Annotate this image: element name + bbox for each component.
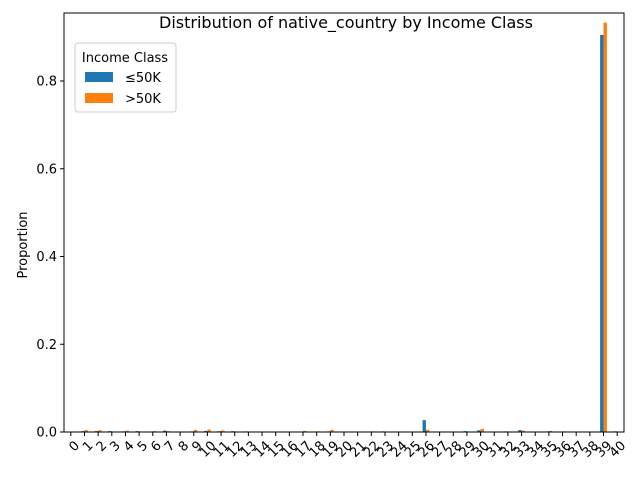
x-tick-label: 2 <box>94 438 110 454</box>
bar-gt50k-9 <box>193 429 198 432</box>
x-tick-label: 3 <box>107 438 123 454</box>
bar-gt50k-2 <box>98 430 102 432</box>
legend-label-series-0: ≤50K <box>125 71 161 86</box>
y-tick-label: 0.4 <box>36 250 57 265</box>
y-tick-label: 0.6 <box>36 162 57 177</box>
bar-le50k-39 <box>600 34 604 432</box>
bar-gt50k-19 <box>330 429 334 432</box>
legend-label-series-1: >50K <box>125 92 161 107</box>
x-tick-label: 8 <box>176 438 192 454</box>
x-tick-label: 4 <box>121 438 137 454</box>
bar-le50k-30 <box>477 430 481 432</box>
bar-gt50k-33 <box>521 430 525 432</box>
bar-gt50k-35 <box>548 430 553 432</box>
bar-gt50k-10 <box>207 429 211 432</box>
bar-gt50k-1 <box>84 430 88 432</box>
x-tick-label: 6 <box>148 438 164 454</box>
legend-swatch-series-0 <box>85 72 113 82</box>
chart-title: Distribution of native_country by Income… <box>159 13 533 33</box>
legend-title: Income Class <box>82 51 168 66</box>
bar-gt50k-39 <box>603 22 607 433</box>
x-tick-label: 5 <box>135 438 151 454</box>
y-tick-label: 0.2 <box>36 338 57 353</box>
bar-le50k-33 <box>518 430 522 432</box>
y-tick-label: 0.8 <box>36 75 57 90</box>
x-tick-label: 7 <box>162 438 178 454</box>
y-axis-label: Proportion <box>16 211 31 278</box>
bar-gt50k-30 <box>480 428 484 432</box>
x-tick-label: 0 <box>66 438 82 454</box>
legend-swatch-series-1 <box>85 93 113 103</box>
bar-le50k-10 <box>204 430 208 432</box>
bar-gt50k-26 <box>425 429 430 432</box>
bar-le50k-7 <box>163 430 167 432</box>
x-tick-label: 1 <box>80 438 96 454</box>
bar-gt50k-17 <box>303 430 307 432</box>
bar-le50k-26 <box>422 420 426 432</box>
x-tick-label: 40 <box>607 438 629 460</box>
y-tick-label: 0.0 <box>36 426 57 441</box>
bar-gt50k-4 <box>125 430 129 432</box>
legend: Income Class ≤50K >50K <box>74 42 177 113</box>
bar-gt50k-11 <box>221 430 225 432</box>
